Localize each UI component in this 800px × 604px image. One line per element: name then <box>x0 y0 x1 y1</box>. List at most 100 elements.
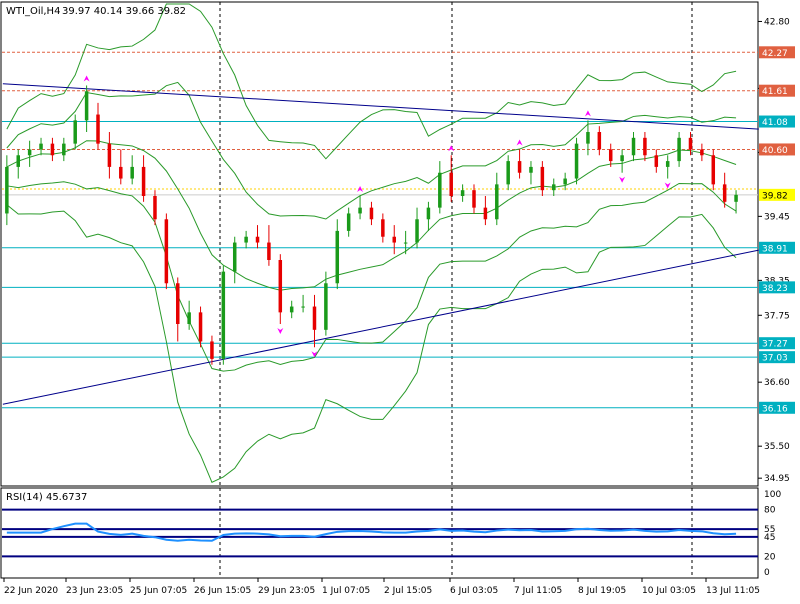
support-level-tag-label: 41.08 <box>762 118 788 128</box>
band-line <box>6 3 737 160</box>
candle-body <box>278 260 283 313</box>
candle-body <box>449 172 453 196</box>
support-level-tag <box>759 351 795 364</box>
band-line <box>6 140 737 291</box>
resistance-level-tag <box>759 143 795 156</box>
price-tick-label: 42.80 <box>764 17 790 27</box>
candle-body <box>426 207 431 220</box>
time-tick-label: 29 Jun 23:05 <box>258 586 315 596</box>
candle-body <box>244 236 248 243</box>
up-fractal-arrow <box>584 110 591 117</box>
rsi-scale-label: 100 <box>764 490 781 500</box>
candle-body <box>403 242 408 244</box>
candle-body <box>734 194 738 202</box>
candle-body <box>107 143 112 167</box>
candle-body <box>96 114 100 144</box>
resistance-level-tag-label: 42.27 <box>762 49 788 59</box>
time-tick-label: 1 Jul 07:05 <box>322 586 370 596</box>
rsi-line <box>6 522 737 542</box>
candle-body <box>438 172 442 208</box>
candle-body <box>506 161 510 185</box>
candle-body <box>232 242 237 272</box>
candle-body <box>563 178 567 185</box>
down-fractal-arrow <box>311 351 318 358</box>
candle-body <box>643 137 647 156</box>
ohlc-label: 39.97 40.14 39.66 39.82 <box>62 6 186 17</box>
candle-body <box>529 166 533 173</box>
price-tick-label: 35.50 <box>764 442 790 452</box>
candles <box>5 85 738 365</box>
candle-body <box>654 155 659 167</box>
candle-body <box>119 166 123 179</box>
candle-body <box>164 219 169 284</box>
candle-body <box>39 143 43 150</box>
resistance-level-tag-label: 40.60 <box>762 146 788 156</box>
time-tick-label: 22 Jun 2020 <box>4 586 58 596</box>
candle-body <box>5 166 9 214</box>
candle-body <box>574 143 579 179</box>
candle-body <box>620 155 624 162</box>
candle-body <box>700 149 704 156</box>
candle-body <box>198 312 203 342</box>
support-level-tag <box>759 281 795 294</box>
candle-body <box>540 166 545 191</box>
up-fractal-arrow <box>357 186 364 192</box>
support-level-tag <box>759 401 795 414</box>
down-fractal-arrow <box>277 328 284 334</box>
time-tick-label: 25 Jun 07:05 <box>130 586 187 596</box>
candle-body <box>301 306 305 308</box>
candle-body <box>130 166 134 179</box>
candle-body <box>392 236 396 243</box>
candle-body <box>176 283 180 324</box>
candle-body <box>369 207 374 220</box>
candle-body <box>552 184 556 191</box>
candle-body <box>495 184 499 220</box>
candle-body <box>358 207 362 214</box>
candle-body <box>187 312 191 324</box>
support-level-tag-label: 37.03 <box>762 354 788 364</box>
fractal-arrows <box>83 75 671 358</box>
candle-body <box>415 219 419 243</box>
candle-body <box>210 341 214 359</box>
candle-body <box>84 91 89 121</box>
support-level-tag-label: 38.91 <box>762 244 788 254</box>
price-panel-frame <box>0 1 759 487</box>
up-fractal-arrow <box>516 139 523 146</box>
support-level-tag <box>759 115 795 128</box>
rsi-scale-label: 0 <box>764 568 770 578</box>
candle-body <box>517 161 522 173</box>
candle-body <box>688 137 693 150</box>
time-tick-label: 2 Jul 15:05 <box>384 586 432 596</box>
up-fractal-arrow <box>83 75 90 82</box>
candle-body <box>597 132 602 150</box>
candle-body <box>631 137 636 156</box>
resistance-level-tag-label: 41.61 <box>762 87 788 97</box>
candle-body <box>722 184 727 202</box>
candle-body <box>221 271 226 359</box>
candle-body <box>483 207 488 220</box>
support-level-tag-label: 36.16 <box>762 404 788 414</box>
down-fractal-arrow <box>664 182 671 189</box>
current-price-tag <box>759 188 795 201</box>
time-tick-label: 6 Jul 03:05 <box>450 586 498 596</box>
rsi-scale-label: 20 <box>764 552 776 562</box>
candle-body <box>141 166 146 196</box>
support-level-tag-label: 37.27 <box>762 340 788 350</box>
current-price-label: 39.82 <box>762 191 788 201</box>
down-fractal-arrow <box>619 176 626 183</box>
resistance-level-tag <box>759 84 795 97</box>
candle-body <box>27 149 32 156</box>
candle-body <box>324 283 328 330</box>
candle-body <box>73 120 77 144</box>
band-line <box>6 204 737 483</box>
candle-body <box>677 137 681 162</box>
rsi-label: RSI(14) 45.6737 <box>6 492 87 503</box>
vertical-grid <box>219 2 693 578</box>
candle-body <box>289 306 294 313</box>
candle-body <box>267 242 271 260</box>
candle-body <box>608 149 613 162</box>
rsi-scale-label: 80 <box>764 506 776 516</box>
candle-body <box>381 219 385 237</box>
